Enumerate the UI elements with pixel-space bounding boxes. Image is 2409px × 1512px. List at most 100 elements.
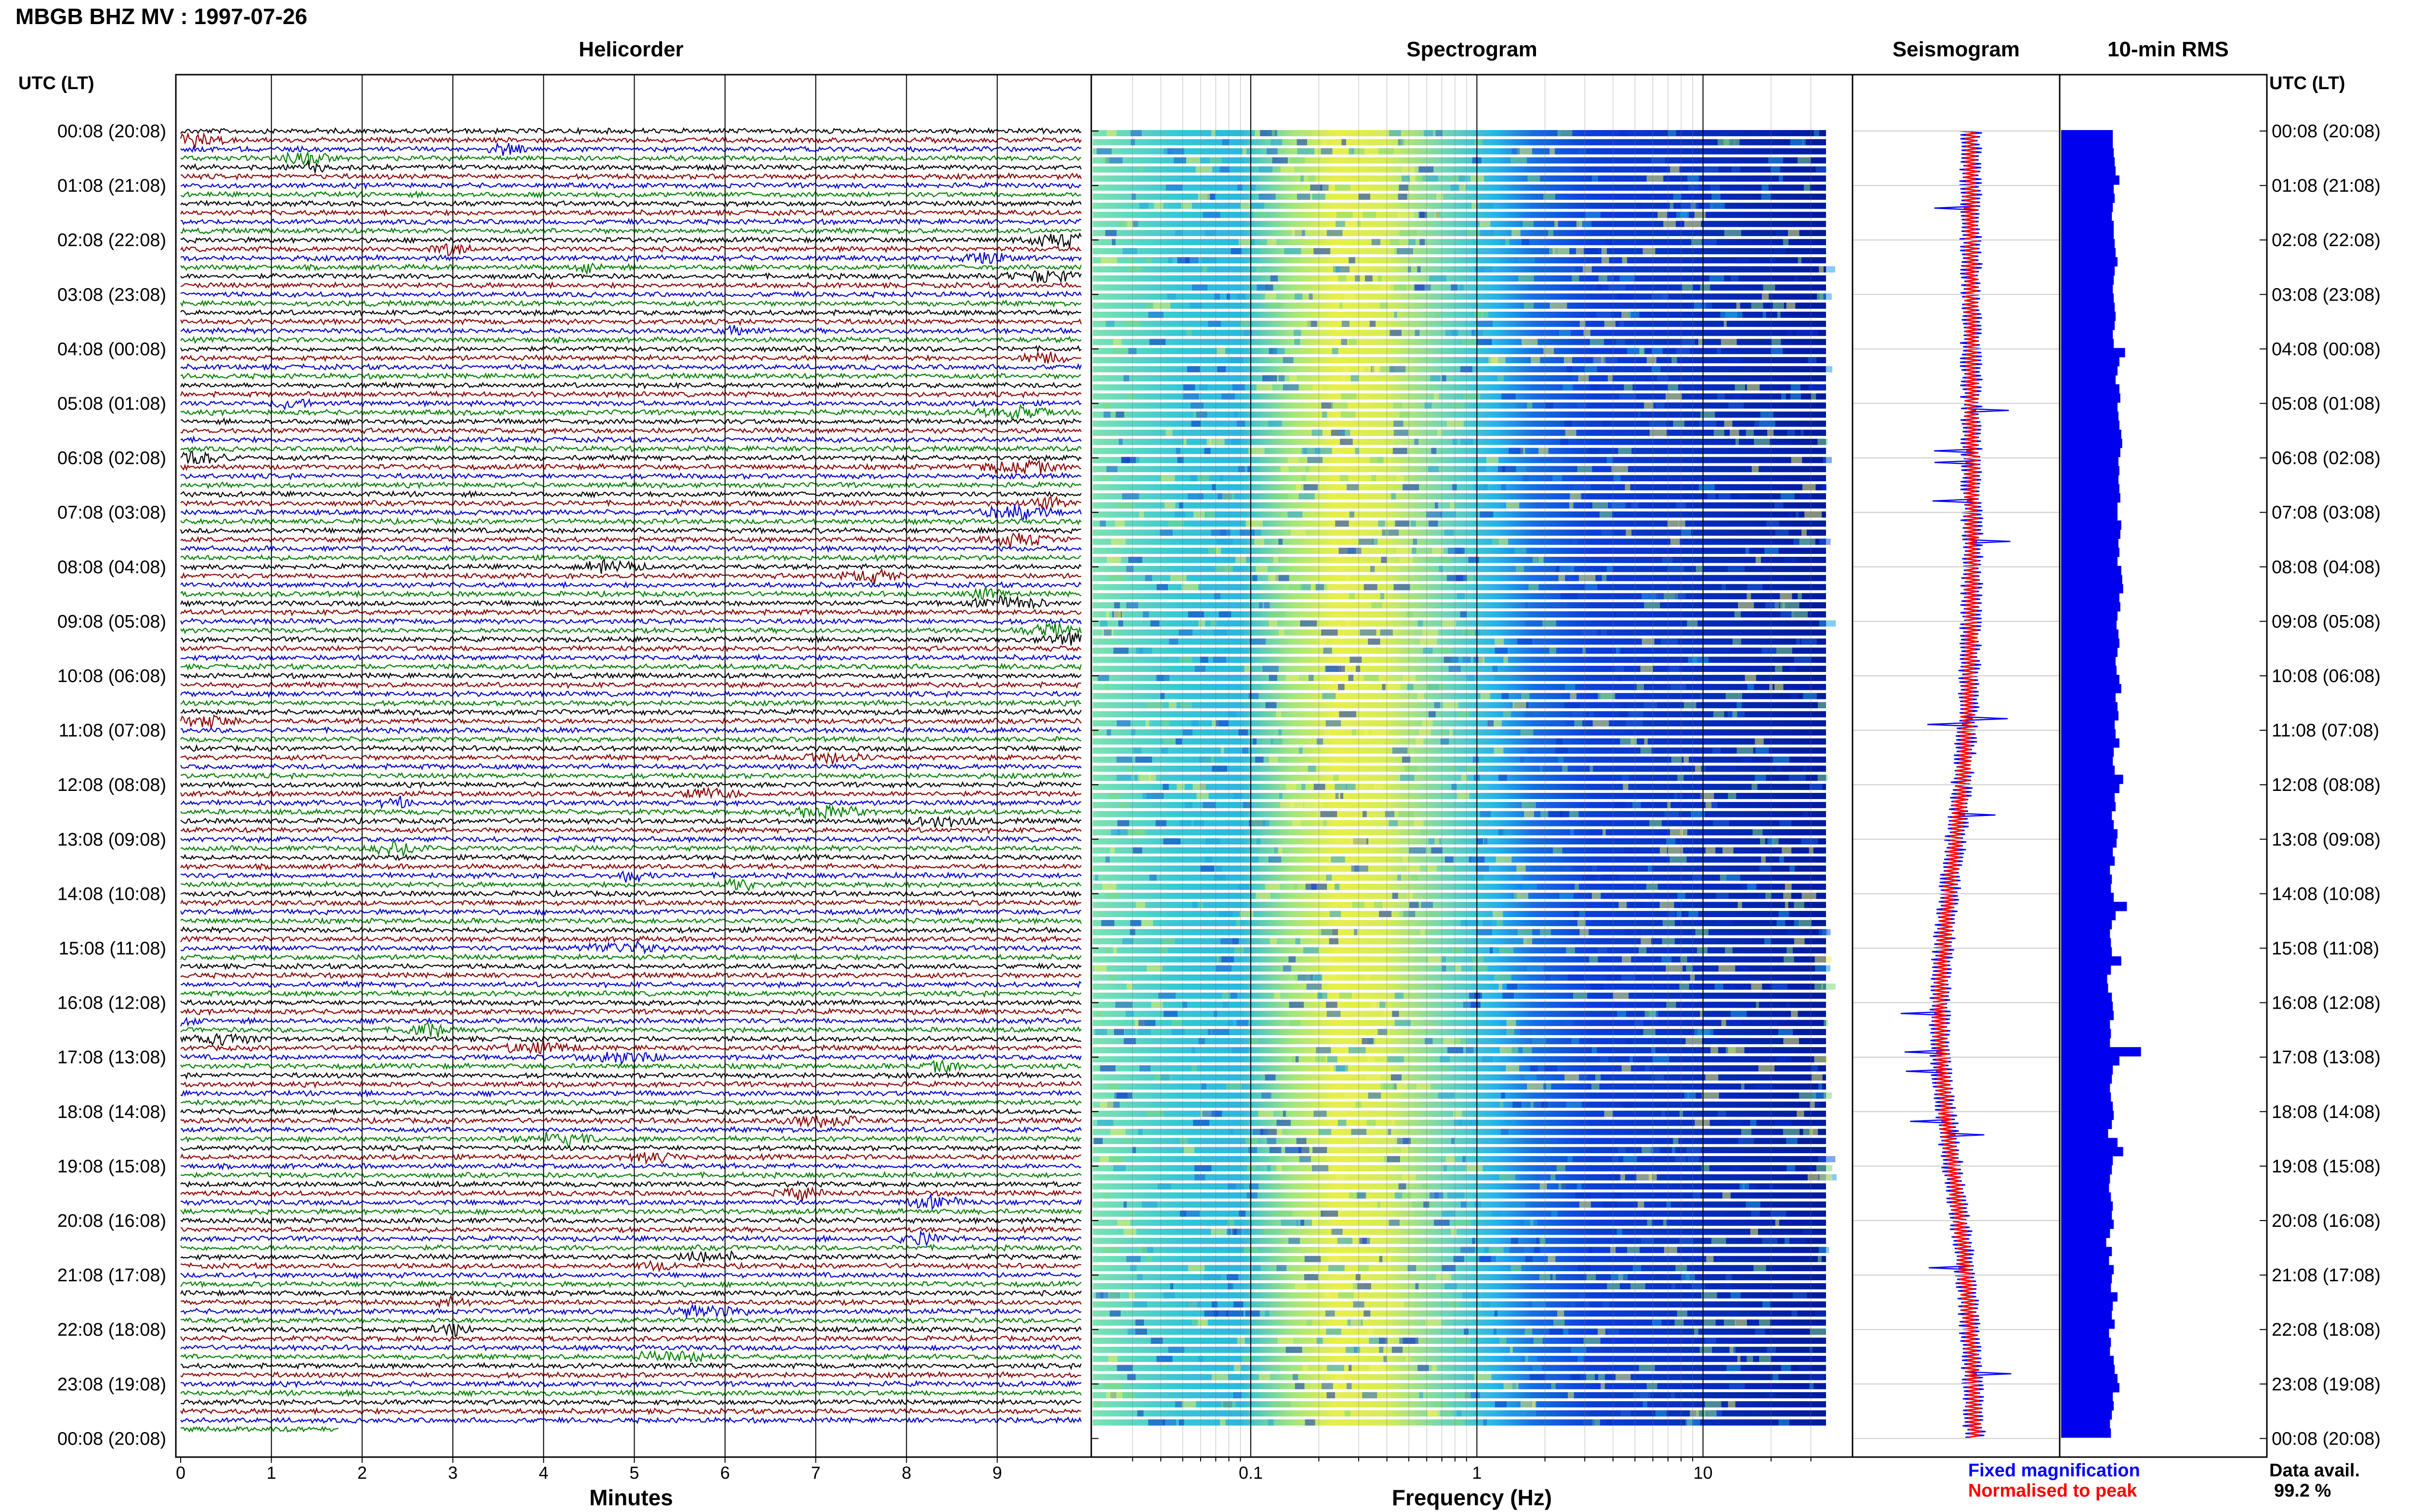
spectrogram-speckle xyxy=(1370,565,1375,572)
spectrogram-speckle xyxy=(1393,402,1403,409)
spectrogram-speckle xyxy=(1163,784,1169,790)
spectrogram-speckle xyxy=(1735,1319,1747,1326)
spectrogram-speckle xyxy=(1451,657,1467,663)
spectrogram-speckle xyxy=(1344,1410,1351,1417)
spectrogram-strip xyxy=(1093,193,1826,200)
spectrogram-speckle xyxy=(1750,1228,1758,1235)
helicorder-trace xyxy=(180,708,1082,716)
spectrogram-speckle xyxy=(1432,1365,1437,1371)
spectrogram-speckle xyxy=(1613,611,1617,618)
spectrogram-speckle xyxy=(1760,411,1774,418)
spectrogram-speckle xyxy=(1622,775,1629,781)
spectrogram-speckle xyxy=(1272,348,1285,355)
row-label-left: 06:08 (02:08) xyxy=(57,448,166,469)
spectrogram-speckle xyxy=(1735,438,1739,445)
spectrogram-speckle xyxy=(1102,883,1116,890)
spectrogram-speckle xyxy=(1385,811,1395,817)
spectrogram-speckle xyxy=(1595,1074,1601,1081)
spectrogram-speckle xyxy=(1276,711,1282,718)
spectrogram-speckle xyxy=(1819,620,1836,627)
spectrogram-speckle xyxy=(1701,166,1719,173)
spectrogram-speckle xyxy=(1819,1174,1832,1181)
spectrogram-speckle xyxy=(1112,239,1116,246)
spectrogram-speckle xyxy=(1249,638,1266,645)
spectrogram-speckle xyxy=(1673,193,1681,200)
spectrogram-speckle xyxy=(1222,1001,1229,1008)
helicorder-trace xyxy=(180,1230,1082,1247)
spectrogram-speckle xyxy=(1297,148,1315,155)
rms-bar xyxy=(2061,248,2116,258)
spectrogram-speckle xyxy=(1191,284,1208,291)
spectrogram-speckle xyxy=(1456,1410,1462,1417)
spectrogram-speckle xyxy=(1620,1410,1631,1417)
helicorder-trace xyxy=(180,714,1082,729)
spectrogram-speckle xyxy=(1191,1065,1197,1072)
spectrogram-speckle xyxy=(1728,1047,1745,1053)
spectrogram-speckle xyxy=(1549,248,1555,254)
spectrogram-speckle xyxy=(1734,611,1741,618)
spectrogram-speckle xyxy=(1106,130,1117,136)
spectrogram-strip xyxy=(1093,1274,1826,1280)
spectrogram-speckle xyxy=(1563,865,1572,872)
spectrogram-speckle xyxy=(1393,284,1406,291)
spectrogram-speckle xyxy=(1502,829,1512,836)
spectrogram-speckle xyxy=(1570,693,1577,699)
rms-bar xyxy=(2061,411,2118,421)
spectrogram-speckle xyxy=(1424,402,1432,409)
spectrogram-speckle xyxy=(1620,1174,1625,1181)
spectrogram-speckle xyxy=(1699,1346,1712,1353)
spectrogram-speckle xyxy=(1233,1301,1244,1308)
spectrogram-speckle xyxy=(1794,938,1805,945)
spectrogram-speckle xyxy=(1199,384,1208,391)
spectrogram-speckle xyxy=(1126,393,1134,400)
spectrogram-speckle xyxy=(1298,493,1315,500)
spectrogram-speckle xyxy=(1398,1183,1406,1190)
spectrogram-speckle xyxy=(1695,765,1701,772)
spectrogram-speckle xyxy=(1741,756,1752,763)
spectrogram-speckle xyxy=(1713,711,1724,718)
row-label-left: 00:08 (20:08) xyxy=(57,1429,166,1449)
spectrogram-speckle xyxy=(1443,1410,1452,1417)
rms-bar xyxy=(2061,856,2115,866)
spectrogram-tick-labels: 0.1 1 10 xyxy=(1239,1463,1713,1483)
helicorder-trace xyxy=(180,796,1082,810)
helicorder-trace xyxy=(180,1007,1082,1016)
spectrogram-speckle xyxy=(1329,938,1338,945)
row-label-right: 03:08 (23:08) xyxy=(2272,285,2381,305)
row-label-right: 10:08 (06:08) xyxy=(2272,666,2381,686)
spectrogram-speckle xyxy=(1191,1047,1195,1053)
spectrogram-speckle xyxy=(1803,765,1807,772)
spectrogram-speckle xyxy=(1164,1011,1178,1017)
spectrogram-strip xyxy=(1093,1319,1826,1326)
row-label-left: 22:08 (18:08) xyxy=(57,1320,166,1340)
spectrogram-speckle xyxy=(1664,1247,1677,1253)
spectrogram-speckle xyxy=(1240,911,1254,917)
spectrogram-speckle xyxy=(1198,1319,1208,1326)
spectrogram-speckle xyxy=(1495,647,1508,654)
helicorder-trace xyxy=(180,662,1082,671)
rms-bar xyxy=(2061,384,2119,394)
spectrogram-speckle xyxy=(1103,157,1110,164)
spectrogram-speckle xyxy=(1352,1283,1358,1289)
rms-bar xyxy=(2061,865,2110,875)
spectrogram-speckle xyxy=(1499,1101,1504,1108)
spectrogram-speckle xyxy=(1535,638,1550,645)
spectrogram-speckle xyxy=(1538,1237,1546,1244)
rms-bar xyxy=(2061,1110,2114,1120)
spectrogram-speckle xyxy=(1419,1392,1423,1398)
spectrogram-speckle xyxy=(1401,139,1405,145)
spectrogram-speckle xyxy=(1804,511,1822,518)
rms-bar xyxy=(2061,175,2119,185)
spectrogram-speckle xyxy=(1747,593,1751,600)
spectrogram-speckle xyxy=(1139,511,1144,518)
rms-bar xyxy=(2061,1047,2141,1057)
spectrogram-speckle xyxy=(1618,1147,1626,1154)
spectrogram-speckle xyxy=(1232,938,1239,945)
spectrogram-speckle xyxy=(1787,1165,1796,1171)
spectrogram-strip xyxy=(1093,339,1826,345)
spectrogram-speckle xyxy=(1257,284,1266,291)
helicorder-trace xyxy=(180,1152,1082,1165)
spectrogram-speckle xyxy=(1374,902,1383,908)
rms-bar xyxy=(2061,565,2121,576)
spectrogram-speckle xyxy=(1285,1147,1301,1154)
